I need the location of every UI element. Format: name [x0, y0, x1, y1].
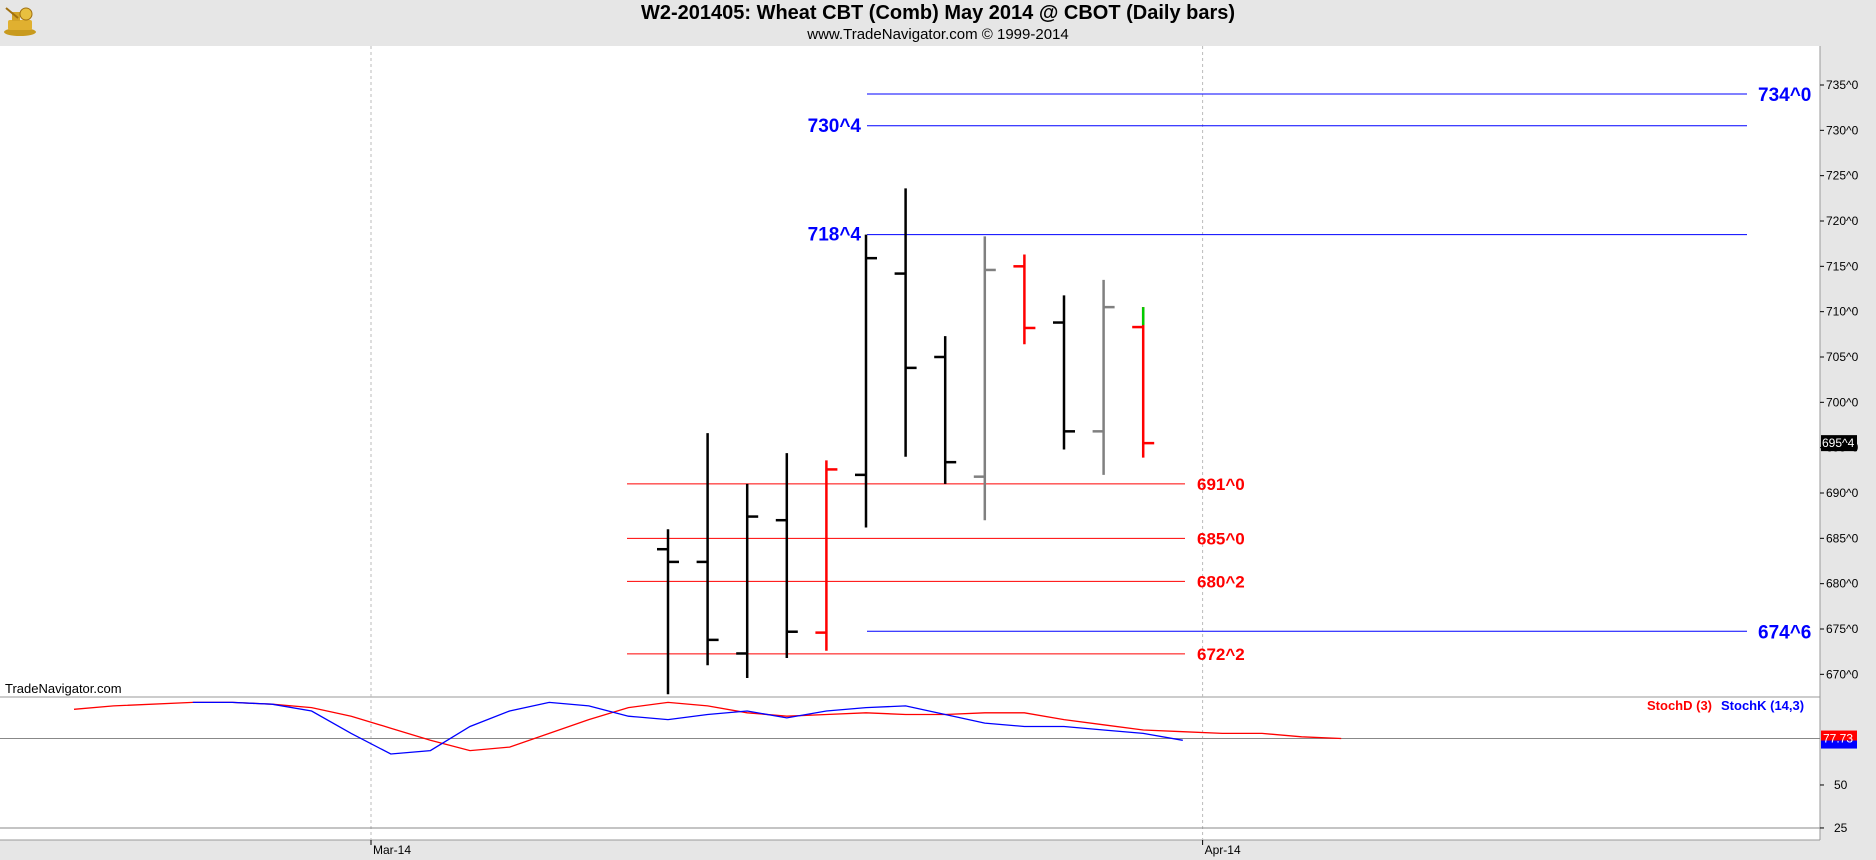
chart-subtitle: www.TradeNavigator.com © 1999-2014 — [807, 26, 1069, 43]
price-tick-label: 680^0 — [1826, 577, 1859, 591]
chart-frame — [0, 46, 1821, 841]
stoch-tick-label: 50 — [1834, 778, 1848, 792]
ohlc-bar — [1132, 307, 1155, 458]
tradenavigator-logo-icon — [4, 7, 36, 36]
price-axis-panel — [1820, 46, 1876, 860]
stochd-line — [73, 701, 1342, 752]
price-tick-label: 675^0 — [1826, 622, 1859, 636]
price-level-label: 718^4 — [808, 225, 862, 246]
price-level-label: 734^0 — [1758, 85, 1811, 106]
price-tick-label: 710^0 — [1826, 305, 1859, 319]
price-tick-label: 670^0 — [1826, 667, 1859, 681]
price-axis: 735^0 730^0 725^0 720^0 715^0 710^0 705^0 700^0… — [1820, 78, 1859, 681]
price-levels: 734^0 730^4 718^4 691^0 685^0 680^2 674^6 672^2 — [627, 85, 1811, 664]
price-tick-label: 705^0 — [1826, 350, 1859, 364]
ohlc-bar — [1053, 295, 1075, 450]
stoch-value-marker-k — [1821, 740, 1857, 749]
ohlc-bars — [657, 188, 1155, 695]
watermark-text: TradeNavigator.com — [5, 681, 122, 696]
price-tick-label: 685^0 — [1826, 531, 1859, 545]
ohlc-bar — [696, 433, 719, 666]
price-tick-label: 735^0 — [1826, 78, 1859, 92]
ohlc-bar — [815, 460, 838, 651]
ohlc-bar — [1013, 254, 1036, 345]
price-tick-label: 690^0 — [1826, 486, 1859, 500]
legend-stochk: StochK (14,3) — [1721, 698, 1804, 713]
ohlc-bar — [894, 188, 917, 457]
price-level-label: 730^4 — [808, 116, 862, 137]
price-level-label: 674^6 — [1758, 622, 1811, 643]
legend-stochd: StochD (3) — [1647, 698, 1712, 713]
price-level-label: 672^2 — [1197, 645, 1245, 664]
ohlc-bar — [736, 483, 759, 678]
price-level-label: 685^0 — [1197, 529, 1245, 548]
date-tick-label: Mar-14 — [373, 843, 411, 857]
chart-title: W2-201405: Wheat CBT (Comb) May 2014 @ C… — [640, 2, 1236, 24]
last-price-label: 695^4 — [1822, 436, 1855, 450]
ohlc-bar — [1092, 279, 1115, 475]
stochastic-panel: 50 25 77.73 StochD (3) StochK (14,3) — [0, 698, 1857, 835]
date-axis-panel — [0, 840, 1876, 860]
price-level-label: 680^2 — [1197, 572, 1245, 591]
ohlc-bar — [775, 453, 798, 659]
price-tick-label: 700^0 — [1826, 395, 1859, 409]
date-gridlines — [370, 46, 1204, 840]
stoch-value-label: 77.73 — [1823, 732, 1853, 746]
price-tick-label: 715^0 — [1826, 259, 1859, 273]
price-level-label: 691^0 — [1197, 475, 1245, 494]
price-tick-label: 725^0 — [1826, 169, 1859, 183]
ohlc-bar — [657, 529, 679, 695]
date-axis: Mar-14 Apr-14 — [370, 840, 1241, 857]
stoch-tick-label: 25 — [1834, 821, 1848, 835]
ohlc-bar — [973, 236, 996, 521]
chart-header: W2-201405: Wheat CBT (Comb) May 2014 @ C… — [0, 0, 1876, 46]
date-tick-label: Apr-14 — [1205, 843, 1241, 857]
ohlc-bar — [855, 234, 877, 528]
last-price-marker — [1821, 435, 1857, 452]
price-tick-label: 730^0 — [1826, 123, 1859, 137]
stochk-line — [192, 701, 1183, 755]
ohlc-bar — [934, 336, 957, 484]
price-tick-label: 720^0 — [1826, 214, 1859, 228]
